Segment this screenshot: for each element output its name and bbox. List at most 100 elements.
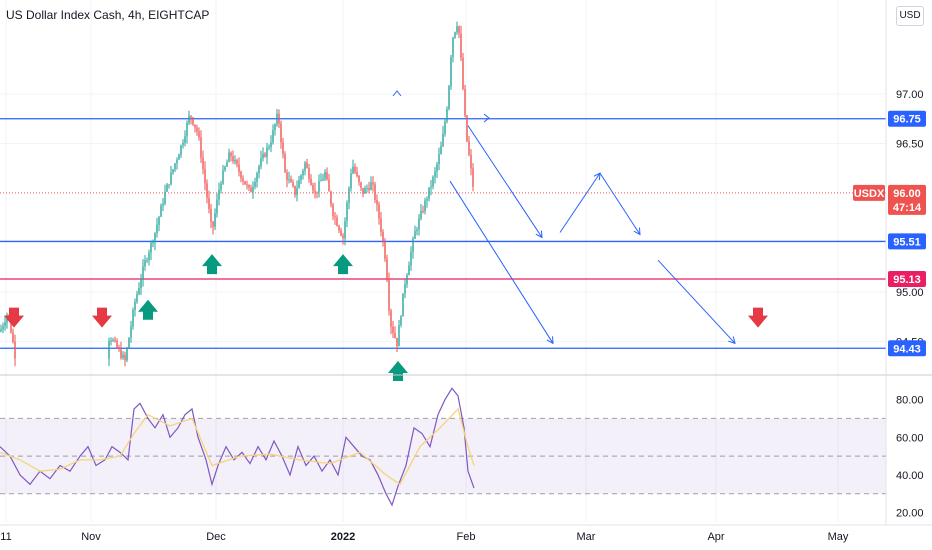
candle-body: [142, 266, 144, 280]
projection-arrowhead: [535, 230, 543, 239]
y-tick-label: 96.50: [896, 138, 924, 150]
candle-body: [114, 339, 116, 341]
candle-body: [354, 166, 356, 173]
main-grid: [0, 0, 886, 522]
candle-body: [318, 181, 320, 192]
candle-body: [246, 184, 248, 186]
candle-body: [278, 113, 280, 124]
currency-button[interactable]: USD: [896, 6, 924, 26]
candle-body: [422, 210, 424, 212]
candle-body: [210, 209, 212, 222]
candle-body: [10, 316, 12, 333]
candle-body: [410, 251, 412, 266]
candle-body: [198, 131, 200, 138]
up-arrow-icon: [333, 254, 353, 275]
candle-body: [14, 342, 16, 359]
candle-body: [400, 316, 402, 326]
candle-body: [372, 182, 374, 185]
projection-line: [449, 180, 554, 344]
rsi-tick-label: 40.00: [896, 470, 924, 482]
candle-body: [414, 231, 416, 239]
candle-body: [192, 117, 194, 125]
candle-body: [250, 187, 252, 193]
candle-body: [212, 221, 214, 227]
candle-body: [136, 294, 138, 302]
candle-body: [110, 340, 112, 342]
candle-body: [148, 252, 150, 261]
candle-body: [466, 115, 468, 142]
candle-body: [262, 153, 264, 159]
candle-body: [150, 242, 152, 253]
candle-body: [358, 175, 360, 183]
y-tick-label: 97.00: [896, 89, 924, 101]
candle-body: [360, 182, 362, 188]
rsi-signal-line: [0, 407, 475, 486]
candle-body: [328, 179, 330, 192]
x-tick-label: 2022: [331, 531, 355, 543]
candle-body: [226, 162, 228, 167]
candle-body: [388, 280, 390, 311]
projection-arrowhead: [633, 227, 641, 236]
candle-body: [168, 184, 170, 186]
candle-body: [426, 198, 428, 201]
candle-body: [462, 57, 464, 90]
candle-body: [316, 191, 318, 193]
horizontal-levels: [0, 118, 886, 349]
candle-body: [266, 147, 268, 157]
candle-body: [344, 221, 346, 239]
candle-body: [206, 183, 208, 198]
candle-body: [298, 180, 300, 189]
candle-body: [356, 172, 358, 176]
candle-body: [244, 181, 246, 185]
candle-body: [264, 153, 266, 157]
last-price-tag: [888, 184, 926, 215]
rsi-grid: [0, 417, 886, 495]
candle-body: [382, 231, 384, 242]
candle-body: [452, 37, 454, 58]
candle-body: [390, 310, 392, 327]
candle-body: [202, 157, 204, 169]
candle-body: [366, 188, 368, 190]
candle-body: [156, 224, 158, 233]
level-tag-label: 95.51: [893, 236, 921, 248]
candle-body: [346, 203, 348, 222]
candle-body: [216, 199, 218, 214]
signal-arrows: [4, 254, 768, 382]
candle-body: [314, 190, 316, 192]
candle-body: [450, 57, 452, 87]
candle-body: [280, 123, 282, 143]
candle-body: [124, 354, 126, 361]
candle-body: [176, 159, 178, 164]
x-tick-label: Apr: [707, 531, 724, 543]
candle-body: [362, 187, 364, 194]
rsi-panel: [0, 387, 475, 507]
candle-body: [320, 180, 322, 182]
up-arrow-icon: [202, 254, 222, 275]
candle-body: [158, 216, 160, 225]
projection-line: [657, 259, 736, 344]
candle-body: [200, 137, 202, 158]
candle-body: [294, 185, 296, 195]
candle-body: [310, 179, 312, 185]
candle-body: [296, 188, 298, 195]
chevron-up-icon: [392, 90, 402, 97]
candle-body: [170, 172, 172, 185]
candle-body: [312, 184, 314, 191]
candle-body: [258, 166, 260, 174]
candle-body: [444, 121, 446, 134]
up-arrow-icon: [388, 361, 408, 382]
candle-body: [186, 123, 188, 137]
last-price-label: 96.00: [893, 188, 921, 200]
x-tick-label: 11: [0, 531, 11, 543]
candle-body: [350, 173, 352, 189]
candle-body: [324, 172, 326, 179]
candle-body: [306, 162, 308, 168]
candle-body: [420, 210, 422, 219]
candle-body: [286, 172, 288, 180]
rsi-tick-label: 80.00: [896, 395, 924, 407]
candle-body: [386, 258, 388, 281]
candle-body: [272, 130, 274, 143]
down-arrow-icon: [4, 307, 24, 328]
candle-body: [236, 160, 238, 165]
